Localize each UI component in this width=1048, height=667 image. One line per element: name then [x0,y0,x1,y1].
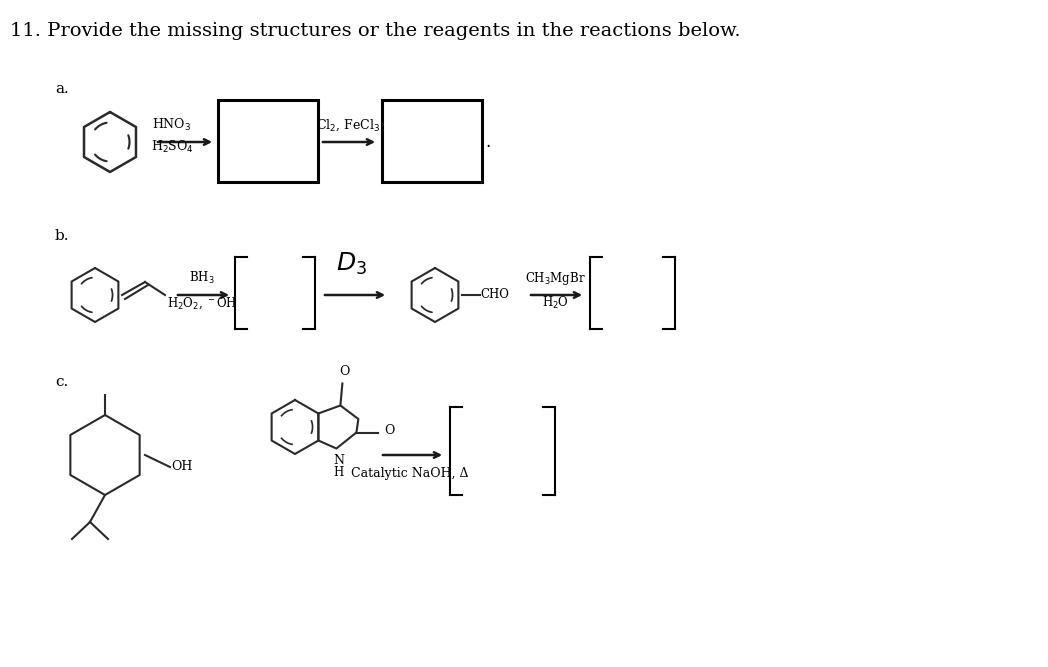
Text: BH$_3$: BH$_3$ [190,270,215,286]
Text: $\mathbf{\mathit{D_3}}$: $\mathbf{\mathit{D_3}}$ [336,251,368,277]
Text: Catalytic NaOH, Δ: Catalytic NaOH, Δ [351,467,468,480]
Bar [383,100,482,182]
Text: CH$_3$MgBr: CH$_3$MgBr [525,270,586,287]
Text: O: O [385,424,395,437]
Text: c.: c. [54,375,68,389]
Text: H: H [333,466,344,478]
Text: H$_2$O$_2$, $^-$OH: H$_2$O$_2$, $^-$OH [167,295,237,311]
Text: b.: b. [54,229,69,243]
Text: CHO: CHO [480,287,509,301]
Text: O: O [340,364,350,378]
Text: a.: a. [54,82,69,96]
Text: N: N [333,454,344,466]
Text: 11. Provide the missing structures or the reagents in the reactions below.: 11. Provide the missing structures or th… [10,22,741,40]
Text: H$_2$SO$_4$: H$_2$SO$_4$ [151,139,194,155]
Text: HNO$_3$: HNO$_3$ [152,117,192,133]
Text: Cl$_2$, FeCl$_3$: Cl$_2$, FeCl$_3$ [315,118,380,133]
Text: OH: OH [171,460,193,474]
Bar [218,100,318,182]
Text: H$_2$O: H$_2$O [542,295,568,311]
Text: .: . [485,133,490,151]
